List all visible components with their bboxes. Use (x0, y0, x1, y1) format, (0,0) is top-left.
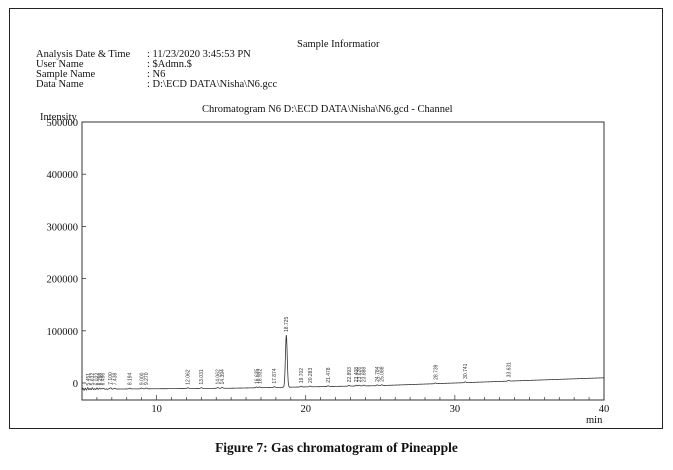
peak-label: 18.725 (284, 317, 290, 333)
peak-label: 23.626 (357, 367, 363, 383)
plot-area (81, 121, 605, 401)
peak-label: 7.100 (108, 372, 114, 385)
peak-label: 9.270 (144, 372, 150, 385)
peak-label: 6.258 (98, 373, 104, 386)
peak-label: 24.784 (375, 366, 381, 382)
figure-frame (9, 8, 663, 429)
y-tick-label: 200000 (47, 275, 79, 286)
x-tick-label: 40 (599, 404, 610, 415)
peak-label: 8.194 (128, 372, 134, 385)
peak-label: 20.283 (308, 368, 314, 384)
chromatogram-trace (81, 335, 605, 391)
field-value-user-name: : $Admn.$ (147, 59, 192, 70)
peak-label: 6.022 (95, 373, 101, 386)
field-value-data-name: : D:\ECD DATA\Nisha\N6.gcc (147, 79, 278, 90)
y-axis-label: Intensity (40, 112, 77, 123)
peak-label: 21.478 (326, 367, 332, 383)
peak-label: 33.631 (506, 362, 512, 378)
field-value-sample-name: : N6 (147, 69, 166, 80)
y-tick-label: 400000 (47, 170, 79, 181)
chart-title: Chromatogram N6 D:\ECD DATA\Nisha\N6.gcd… (202, 104, 453, 115)
peak-label: 22.893 (347, 367, 353, 383)
y-axis: 500000 400000 300000 200000 100000 0 (47, 118, 86, 390)
peak-label: 16.635 (254, 368, 260, 384)
peak-label: 19.702 (299, 368, 305, 384)
peak-label: 12.062 (186, 369, 192, 385)
y-tick-label: 100000 (47, 327, 79, 338)
peak-label: 6.496 (101, 373, 107, 386)
x-tick-label: 10 (151, 404, 162, 415)
peak-label: 28.739 (433, 364, 439, 380)
peak-label: 23.888 (362, 367, 368, 383)
field-label-user-name: User Name (36, 59, 84, 70)
y-tick-label: 300000 (47, 222, 79, 233)
figure-caption: Figure 7: Gas chromatogram of Pineapple (215, 440, 458, 455)
sample-info-title: Sample Informatior (297, 39, 380, 50)
field-label-data-name: Data Name (36, 79, 84, 90)
x-axis-label: min (586, 415, 603, 426)
peak-label: 23.408 (354, 367, 360, 383)
peak-label: 5.451 (86, 373, 92, 386)
peak-label: 5.632 (90, 373, 96, 386)
peak-label: 7.438 (113, 373, 119, 386)
peak-label: 13.031 (199, 369, 205, 385)
peak-label: 17.874 (272, 368, 278, 384)
y-tick-label: 0 (73, 379, 78, 390)
field-label-analysis-date: Analysis Date & Time (36, 49, 131, 60)
peak-label: 14.062 (216, 369, 222, 385)
field-value-analysis-date: : 11/23/2020 3:45:53 PN (147, 49, 251, 60)
peak-label: 9.000 (139, 372, 145, 385)
x-tick-label: 30 (450, 404, 461, 415)
x-tick-label: 20 (300, 404, 311, 415)
peak-label: 16.932 (257, 368, 263, 384)
peak-label: 30.741 (463, 363, 469, 379)
y-tick-label: 500000 (47, 118, 79, 129)
x-axis: 10 20 30 40 (96, 395, 610, 415)
peak-label: 25.088 (380, 366, 386, 382)
peak-label: 14.394 (220, 369, 226, 385)
field-label-sample-name: Sample Name (36, 69, 96, 80)
